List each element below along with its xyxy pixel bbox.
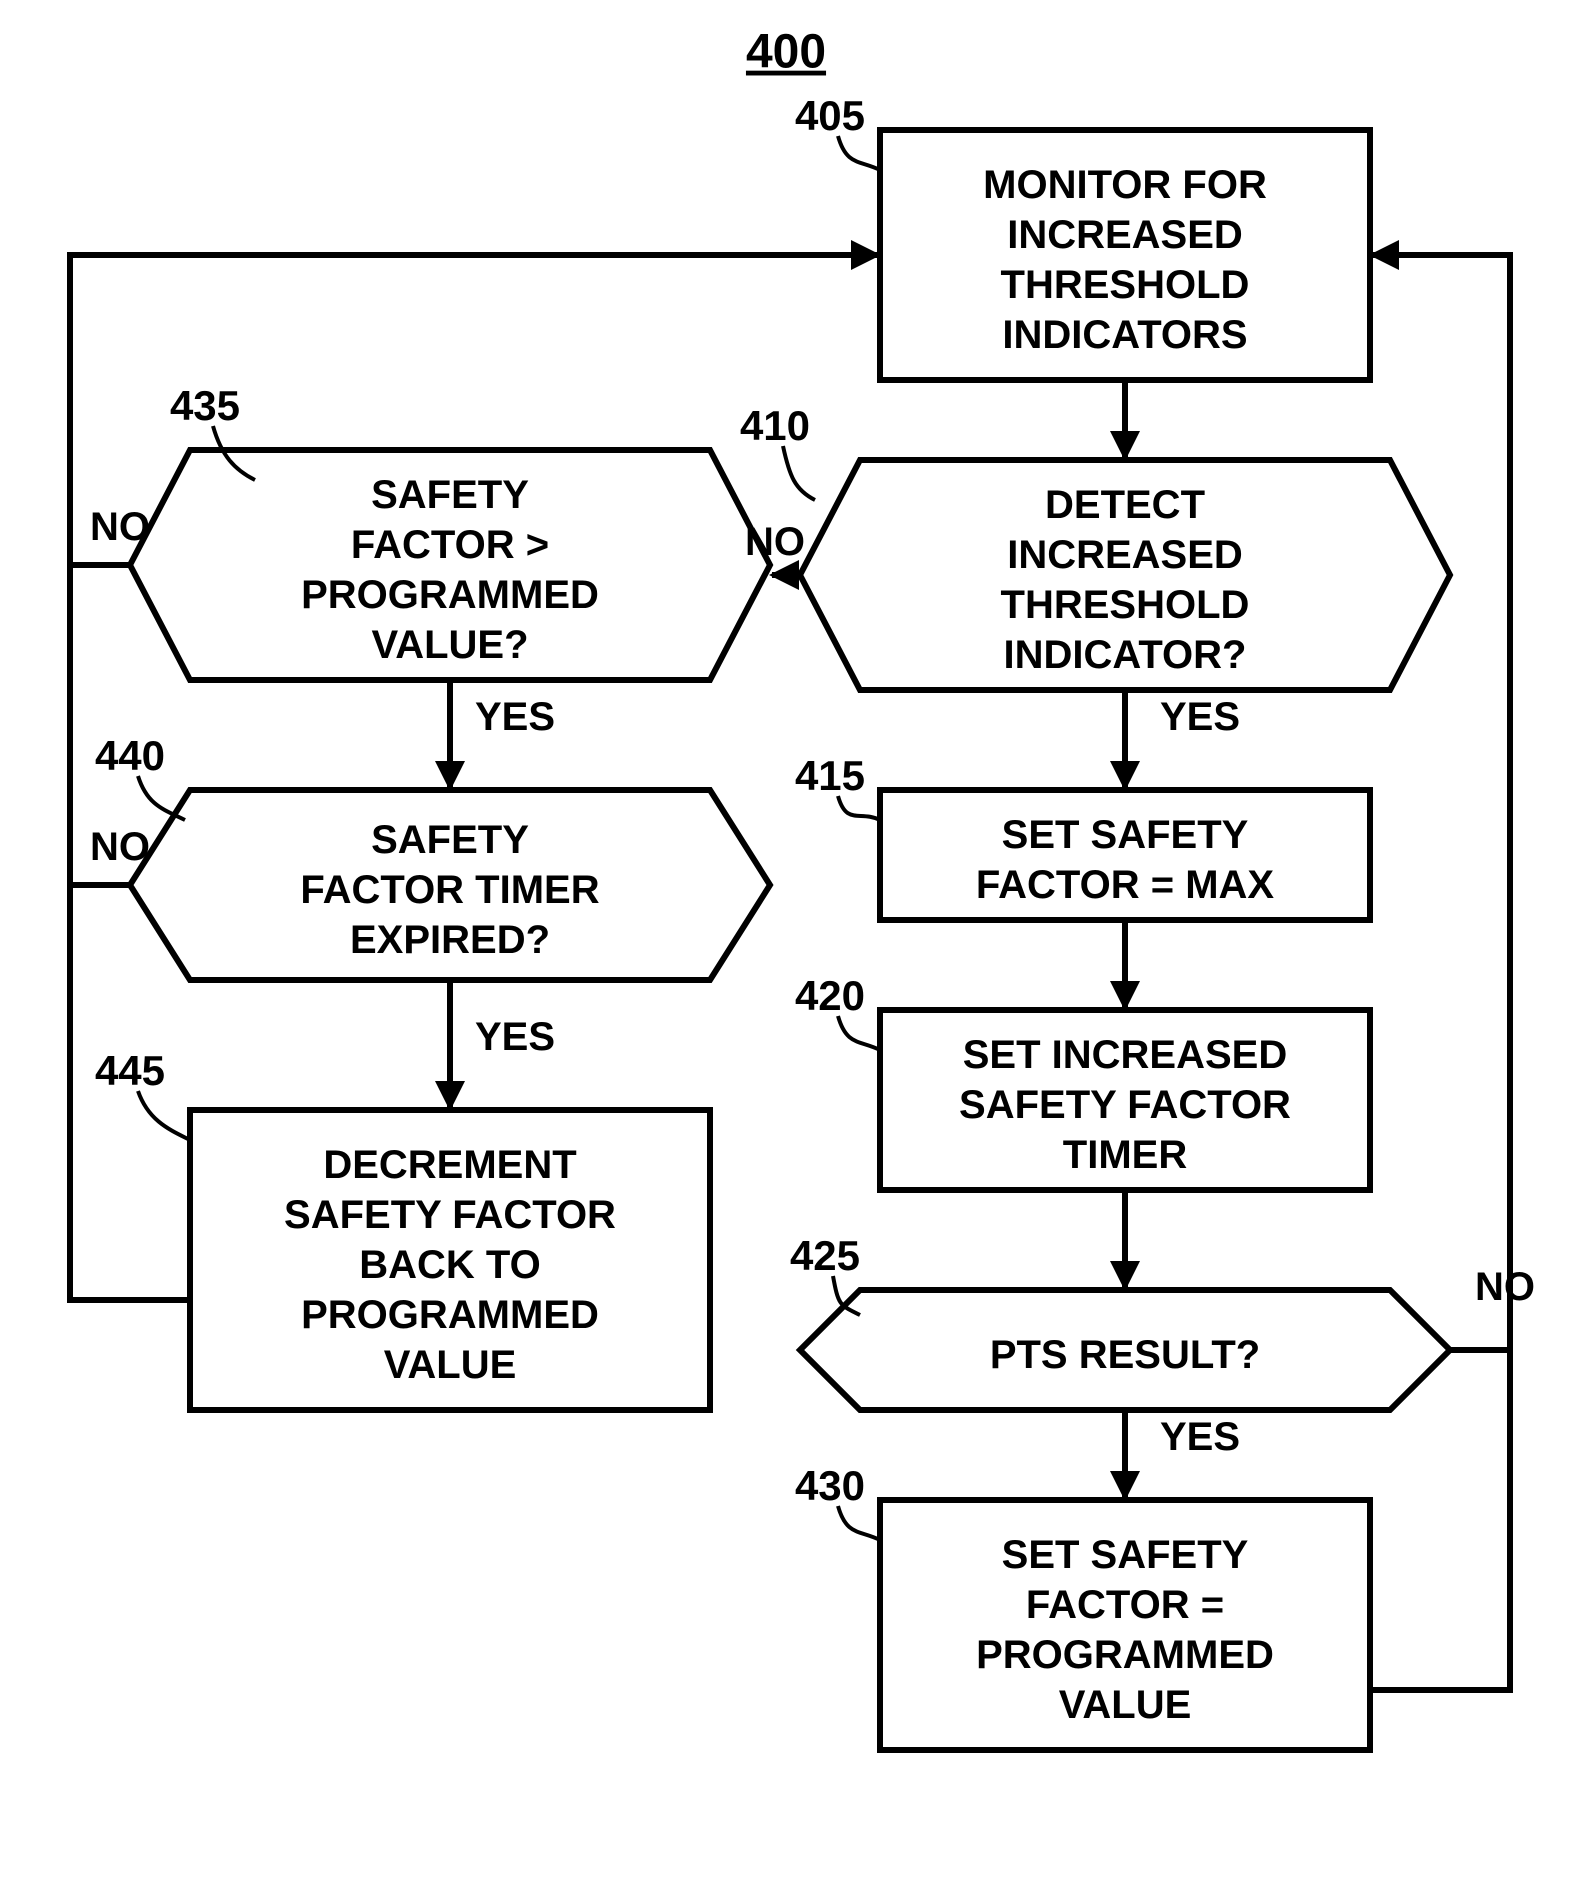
ref-415: 415: [795, 752, 865, 799]
node-415-line-0: SET SAFETY: [1002, 813, 1249, 857]
node-435-line-3: VALUE?: [371, 623, 528, 667]
ref-leader-420: [838, 1016, 880, 1050]
node-445-line-0: DECREMENT: [323, 1143, 576, 1187]
node-425-line-0: PTS RESULT?: [990, 1333, 1260, 1377]
node-440-line-0: SAFETY: [371, 818, 529, 862]
node-420-line-2: TIMER: [1063, 1133, 1188, 1177]
node-445: DECREMENT SAFETY FACTOR BACK TO PROGRAMMED V…: [190, 1110, 710, 1410]
edge-label-e425_no: NO: [1475, 1265, 1535, 1309]
ref-leader-430: [838, 1506, 880, 1540]
node-405-line-0: MONITOR FOR: [983, 163, 1267, 207]
node-435-line-2: PROGRAMMED: [301, 573, 599, 617]
node-430: SET SAFETY FACTOR = PROGRAMMED VALUE: [880, 1500, 1370, 1750]
node-410-line-2: THRESHOLD: [1001, 583, 1250, 627]
edge-425-405: [1372, 255, 1510, 1350]
node-415: SET SAFETY FACTOR = MAX: [880, 790, 1370, 920]
node-445-line-2: BACK TO: [359, 1243, 540, 1287]
ref-440: 440: [95, 732, 165, 779]
node-415-line-1: FACTOR = MAX: [976, 863, 1275, 907]
ref-leader-405: [838, 136, 880, 170]
node-405-line-1: INCREASED: [1007, 213, 1243, 257]
edge-label-e410_no: NO: [745, 520, 805, 564]
node-420-line-0: SET INCREASED: [963, 1033, 1288, 1077]
node-410-line-3: INDICATOR?: [1004, 633, 1247, 677]
edge-label-e410_yes: YES: [1160, 695, 1240, 739]
node-410: DETECT INCREASED THRESHOLD INDICATOR?: [800, 460, 1450, 690]
ref-leader-445: [138, 1091, 190, 1140]
ref-420: 420: [795, 972, 865, 1019]
node-435: SAFETY FACTOR > PROGRAMMED VALUE?: [130, 450, 770, 680]
node-430-line-3: VALUE: [1059, 1683, 1192, 1727]
node-405-line-2: THRESHOLD: [1001, 263, 1250, 307]
node-430-line-2: PROGRAMMED: [976, 1633, 1274, 1677]
node-410-line-1: INCREASED: [1007, 533, 1243, 577]
edge-label-e425_yes: YES: [1160, 1415, 1240, 1459]
node-430-line-0: SET SAFETY: [1002, 1533, 1249, 1577]
ref-430: 430: [795, 1462, 865, 1509]
ref-leader-415: [838, 796, 880, 820]
edge-label-e440_no: NO: [90, 825, 150, 869]
edge-label-e435_no: NO: [90, 505, 150, 549]
node-435-line-1: FACTOR >: [351, 523, 549, 567]
ref-405: 405: [795, 92, 865, 139]
figure-title: 400: [746, 26, 826, 79]
edge-label-e440_yes: YES: [475, 1015, 555, 1059]
node-445-line-4: VALUE: [384, 1343, 517, 1387]
ref-435: 435: [170, 382, 240, 429]
nodes: MONITOR FOR INCREASED THRESHOLD INDICATORS D…: [130, 130, 1450, 1750]
node-440-line-2: EXPIRED?: [350, 918, 550, 962]
ref-445: 445: [95, 1047, 165, 1094]
edge-label-e435_yes: YES: [475, 695, 555, 739]
ref-leader-410: [783, 446, 815, 500]
node-430-line-1: FACTOR =: [1026, 1583, 1224, 1627]
node-420: SET INCREASED SAFETY FACTOR TIMER: [880, 1010, 1370, 1190]
node-445-line-3: PROGRAMMED: [301, 1293, 599, 1337]
node-435-line-0: SAFETY: [371, 473, 529, 517]
node-440-line-1: FACTOR TIMER: [300, 868, 599, 912]
node-405-line-3: INDICATORS: [1002, 313, 1247, 357]
node-445-line-1: SAFETY FACTOR: [284, 1193, 616, 1237]
node-410-line-0: DETECT: [1045, 483, 1205, 527]
node-405: MONITOR FOR INCREASED THRESHOLD INDICATORS: [880, 130, 1370, 380]
node-420-line-1: SAFETY FACTOR: [959, 1083, 1291, 1127]
ref-425: 425: [790, 1232, 860, 1279]
node-425: PTS RESULT?: [800, 1290, 1450, 1410]
ref-410: 410: [740, 402, 810, 449]
node-440: SAFETY FACTOR TIMER EXPIRED?: [130, 790, 770, 980]
